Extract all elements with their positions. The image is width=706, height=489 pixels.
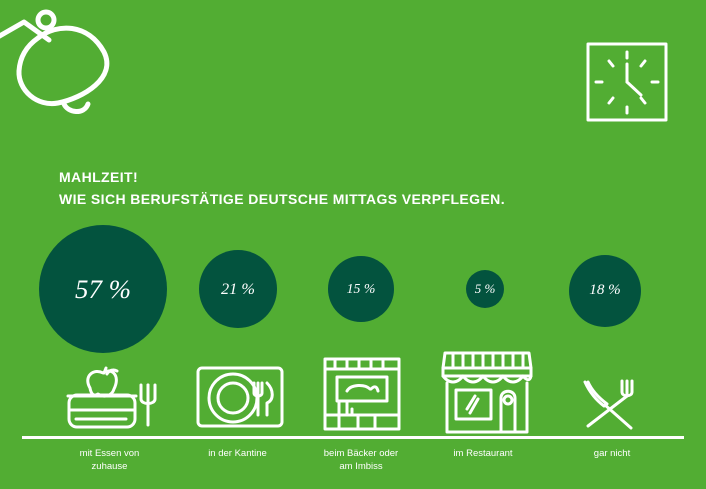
label-line: in der Kantine — [208, 448, 267, 459]
value-label: 18 % — [589, 282, 621, 299]
chart-title: MAHLZEIT! WIE SICH BERUFSTÄTIGE DEUTSCHE… — [59, 166, 505, 210]
value-bubble: 57 % — [39, 225, 167, 353]
value-label: 21 % — [221, 278, 255, 298]
value-bubble: 15 % — [328, 256, 394, 322]
label-line: beim Bäcker oder — [323, 448, 399, 459]
label-line: im Restaurant — [453, 448, 513, 459]
desk-lamp-icon — [0, 9, 110, 114]
label-restaurant: im Restaurant — [432, 447, 534, 460]
wall-clock-icon — [586, 42, 668, 122]
canteen-tray-icon — [196, 366, 284, 428]
baseline — [22, 436, 684, 439]
label-line: am Imbiss — [339, 461, 383, 472]
label-bakery: beim Bäcker oder am Imbiss — [311, 447, 411, 473]
title-line: MAHLZEIT! — [59, 169, 139, 185]
bakery-stand-icon — [323, 357, 401, 431]
label-line: zuhause — [91, 461, 128, 472]
label-canteen: in der Kantine — [195, 447, 280, 460]
label-none: gar nicht — [577, 447, 647, 460]
value-label: 5 % — [474, 281, 496, 297]
value-bubble: 5 % — [466, 270, 504, 308]
value-label: 15 % — [346, 281, 376, 297]
subtitle-line: WIE SICH BERUFSTÄTIGE DEUTSCHE MITTAGS V… — [59, 191, 505, 207]
restaurant-storefront-icon — [441, 351, 533, 434]
value-bubble: 18 % — [569, 255, 641, 327]
label-home: mit Essen von zuhause — [72, 447, 147, 473]
value-bubble: 21 % — [199, 250, 277, 328]
label-line: gar nicht — [593, 448, 631, 459]
value-label: 57 % — [75, 273, 131, 304]
crossed-cutlery-icon — [583, 379, 634, 430]
label-line: mit Essen von — [79, 448, 140, 459]
lunchbox-apple-fork-icon — [66, 366, 157, 429]
